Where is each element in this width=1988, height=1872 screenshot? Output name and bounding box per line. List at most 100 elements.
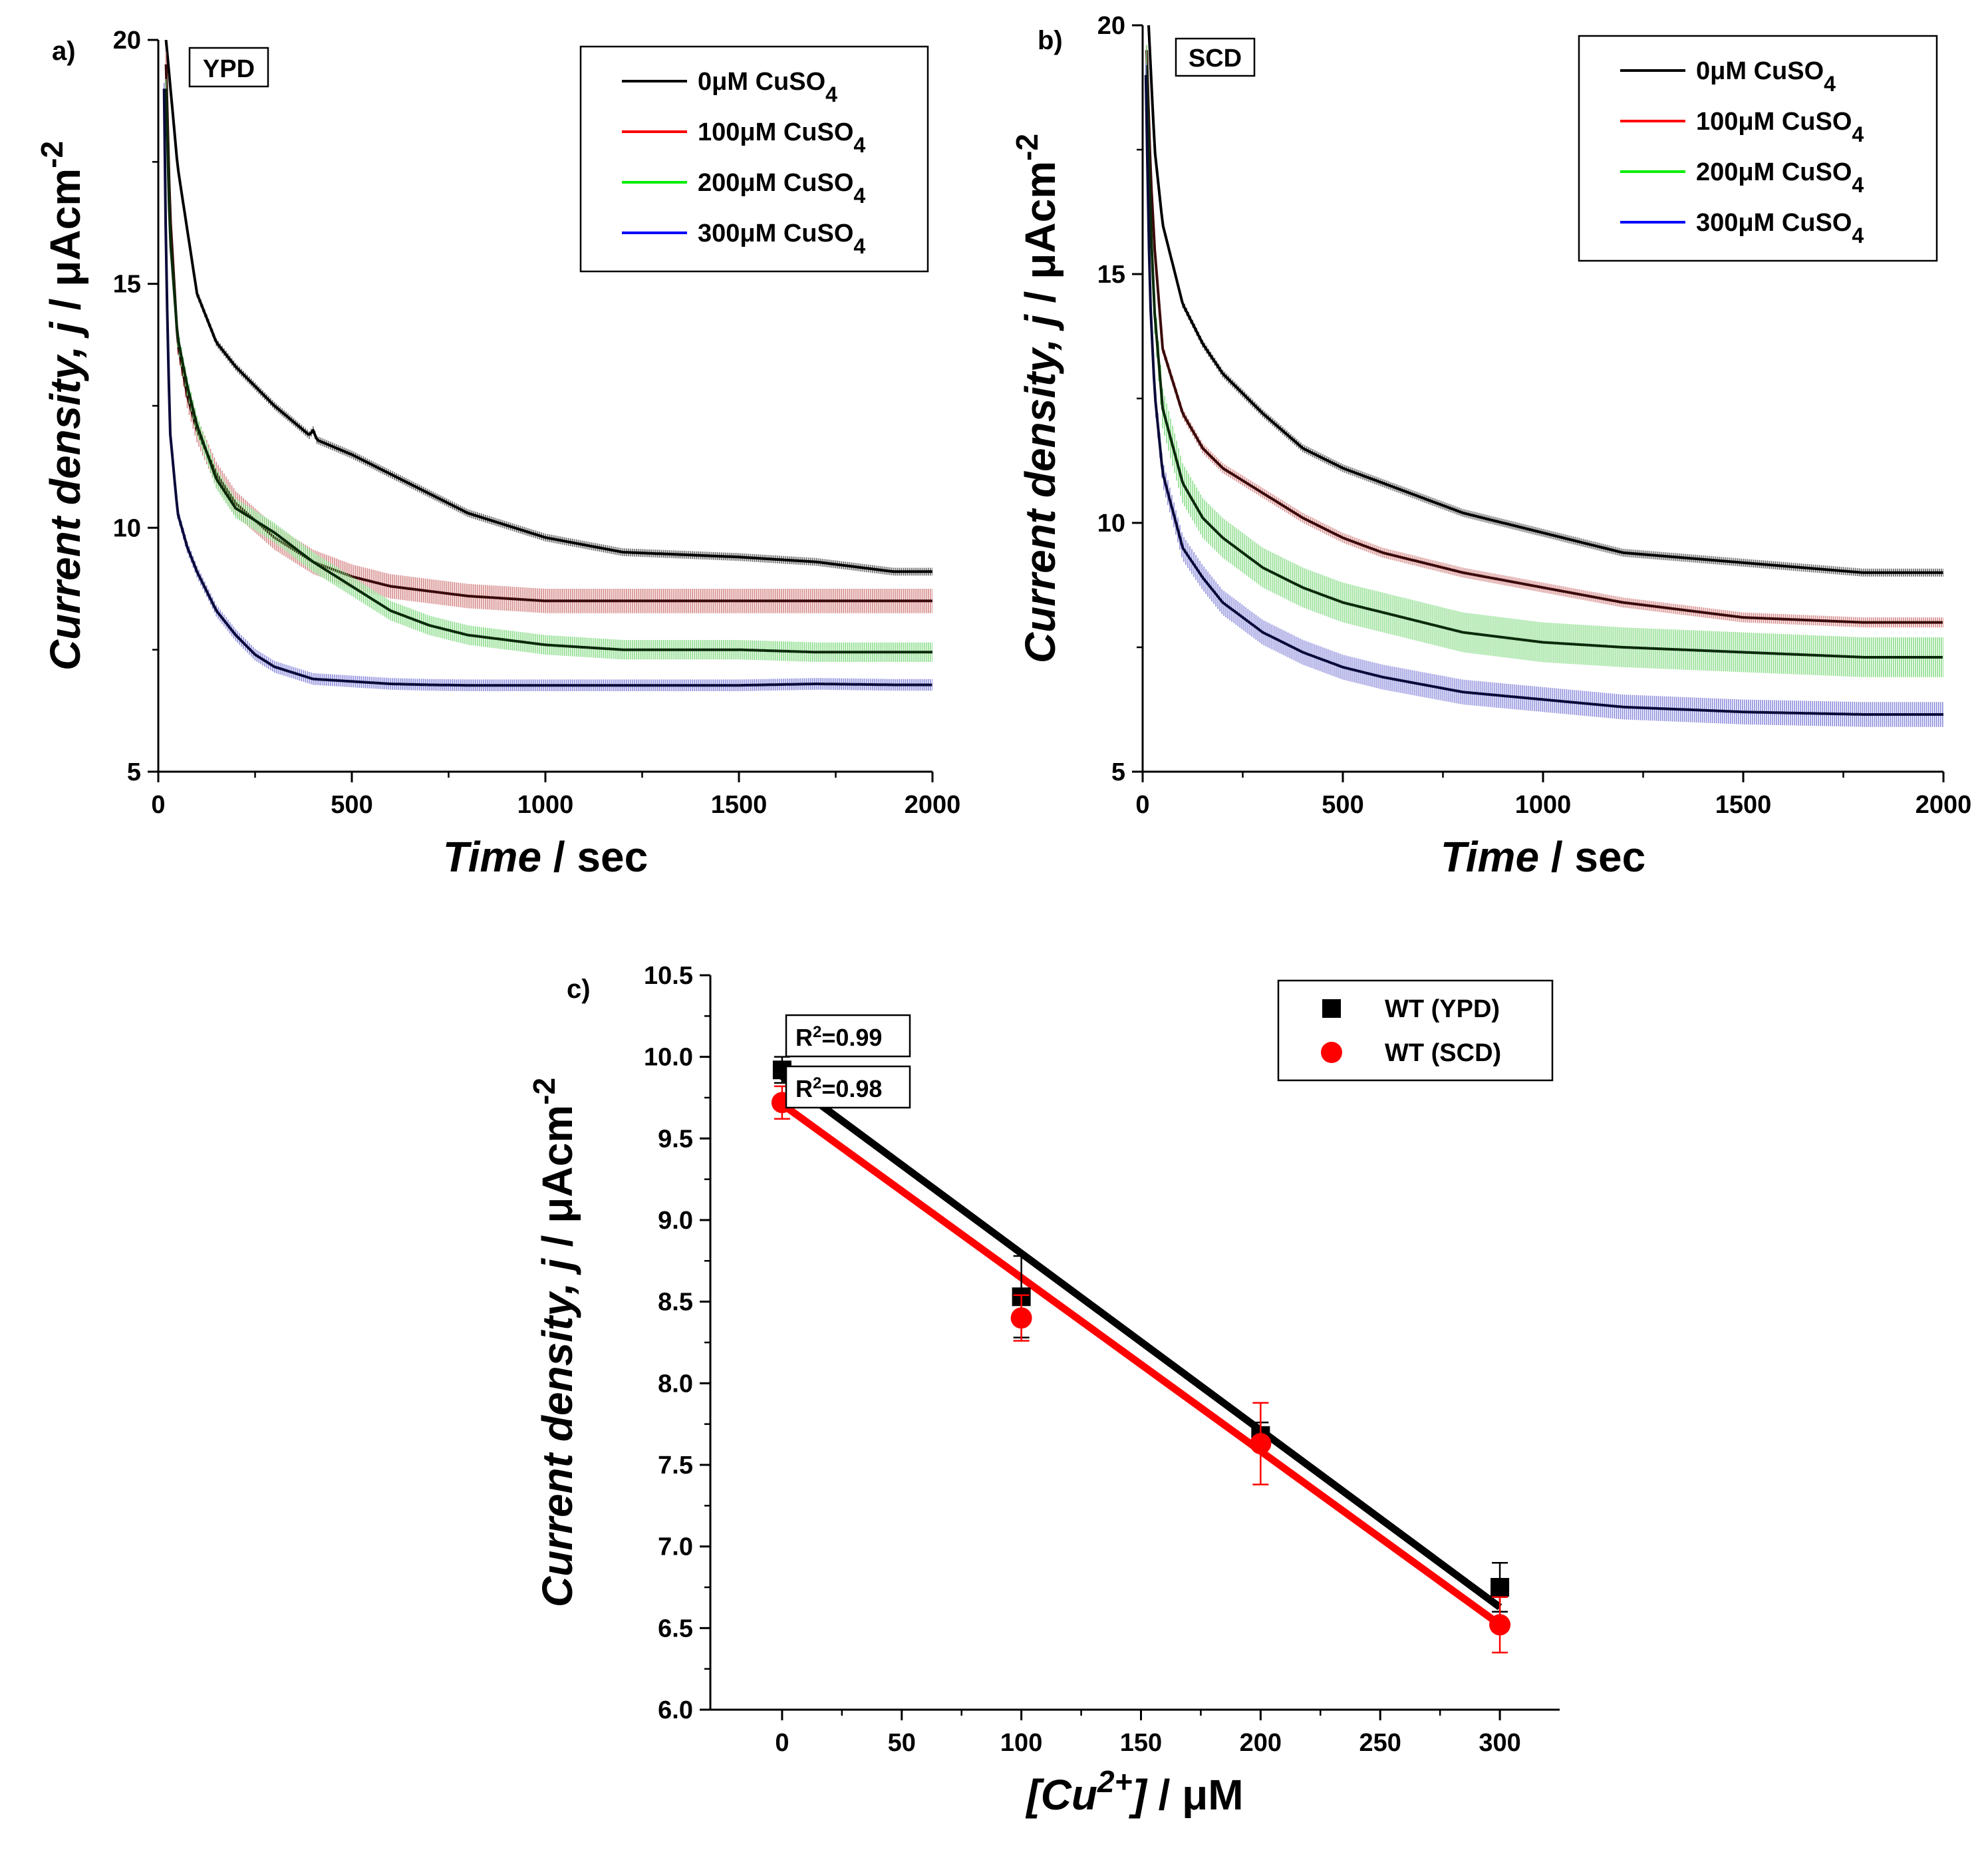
x-tick-label: 2000: [1916, 791, 1972, 819]
legend-label: 100μM CuSO4: [698, 118, 865, 157]
series-line: [1147, 25, 1943, 574]
y-tick-label: 5: [1111, 758, 1125, 786]
data-point: [1491, 1578, 1510, 1597]
x-tick-label: 2000: [905, 791, 961, 819]
y-tick-label: 9.5: [658, 1125, 693, 1153]
legend-label-subscript: 4: [1852, 122, 1864, 146]
series-0: [164, 40, 932, 576]
r-squared-label: R2=0.98: [795, 1074, 882, 1103]
series-line: [1145, 50, 1943, 624]
series-line: [164, 88, 932, 654]
medium-label: YPD: [203, 55, 255, 83]
legend-label-subscript: 4: [853, 133, 865, 157]
legend-label-subscript: 4: [853, 184, 865, 208]
x-tick-label: 1000: [1515, 791, 1572, 819]
y-axis-title: Current density, j / μAcm-2: [527, 1078, 581, 1607]
panel-label: c): [567, 975, 591, 1004]
legend-item: WT (YPD): [1322, 995, 1500, 1023]
legend-item: 0μM CuSO4: [1620, 57, 1836, 96]
y-tick-label: 20: [113, 27, 141, 55]
legend-item: 300μM CuSO4: [1620, 209, 1864, 247]
series-3: [162, 82, 932, 691]
data-point: [1010, 1307, 1032, 1329]
y-tick-label: 20: [1097, 12, 1125, 40]
medium-label: SCD: [1189, 45, 1242, 73]
legend-label-text: 200μM CuSO: [698, 169, 853, 197]
x-tick-label: 0: [151, 791, 165, 819]
r-squared-prefix: R: [795, 1075, 813, 1102]
legend-label-text: 300μM CuSO: [698, 220, 853, 247]
legend: WT (YPD) WT (SCD): [1277, 979, 1554, 1082]
x-axis-title: Time / sec: [1441, 833, 1645, 881]
x-tick-label: 50: [888, 1729, 916, 1757]
series-3: [1144, 63, 1943, 727]
panel-c-linear-fit-chart: 0 50 100 150 200 250 300 6.0 6.5 7.0 7.5 8.0 8.5 9.0 9…: [527, 962, 1560, 1819]
x-axis-title-italic: Time: [443, 833, 541, 881]
fit-line-0: [780, 1073, 1502, 1611]
y-tick-label: 8.5: [658, 1289, 693, 1317]
y-axis-title: Current density, j / μAcm-2: [35, 141, 89, 671]
plot-area: [162, 40, 932, 691]
x-tick-label: 1500: [1715, 791, 1772, 819]
x-axis-title-superscript: 2+: [1097, 1764, 1132, 1799]
legend-label: 0μM CuSO4: [1696, 57, 1836, 96]
x-tick-label: 1500: [711, 791, 768, 819]
y-axis-title-superscript: -2: [527, 1078, 561, 1105]
y-axis-title-unit: / μAcm: [533, 1105, 581, 1259]
legend-item: 300μM CuSO4: [622, 220, 865, 258]
series-2: [164, 78, 932, 662]
y-axis-title-italic: Current density, j: [41, 321, 89, 671]
x-axis-title-italic: [Cu: [1025, 1771, 1097, 1819]
legend-label: 300μM CuSO4: [1696, 209, 1864, 247]
x-tick-label: 500: [331, 791, 372, 819]
panel-label: a): [52, 37, 76, 66]
series-line: [162, 88, 932, 687]
legend-label: WT (YPD): [1385, 995, 1500, 1023]
y-axis-title-superscript: -2: [35, 141, 69, 168]
x-axis-title-unit: / sec: [1539, 833, 1645, 881]
legend-label-text: 100μM CuSO: [1696, 108, 1852, 136]
r-squared-label: R2=0.99: [795, 1023, 882, 1052]
data-point: [1489, 1614, 1511, 1636]
y-tick-label: 10: [1097, 510, 1125, 538]
series-0: [1147, 25, 1943, 577]
legend-marker: [1321, 1042, 1342, 1063]
series-line: [164, 40, 932, 573]
y-axis-title-unit: / μAcm: [41, 168, 89, 322]
y-tick-label: 6.0: [658, 1696, 693, 1724]
x-tick-label: 1000: [517, 791, 574, 819]
legend-item: WT (SCD): [1321, 1039, 1501, 1067]
y-tick-label: 5: [127, 758, 141, 786]
x-tick-label: 500: [1322, 791, 1363, 819]
legend-label-text: 300μM CuSO: [1696, 209, 1852, 237]
x-tick-label: 0: [775, 1729, 789, 1757]
legend-label: 200μM CuSO4: [1696, 158, 1864, 197]
y-axis-title-unit: / μAcm: [1016, 161, 1064, 315]
legend-item: 0μM CuSO4: [622, 68, 837, 106]
legend-label-subscript: 4: [1852, 173, 1864, 197]
y-axis-title-superscript: -2: [1010, 134, 1044, 161]
y-tick-label: 8.0: [658, 1370, 693, 1398]
y-tick-label: 15: [113, 271, 141, 299]
legend-marker: [1322, 999, 1341, 1018]
x-axis-title: Time / sec: [443, 833, 648, 881]
y-tick-label: 10: [113, 514, 141, 542]
legend-label-subscript: 4: [1824, 72, 1836, 96]
y-axis-title: Current density, j / μAcm-2: [1010, 134, 1064, 663]
panel-a-ypd-chart: 0 500 1000 1500 2000 5 10 15 20 Time / sec Current…: [35, 27, 960, 881]
y-tick-label: 15: [1097, 261, 1125, 289]
plot-area: [1144, 25, 1943, 727]
fit-line-1: [780, 1101, 1502, 1628]
panel-b-scd-chart: 0 500 1000 1500 2000 5 10 15 20 Time / sec Current…: [1010, 12, 1971, 881]
r-squared-superscript: 2: [813, 1023, 821, 1041]
data-point: [1250, 1433, 1272, 1455]
legend-item: 200μM CuSO4: [622, 169, 865, 208]
r-squared-value: =0.98: [821, 1075, 882, 1102]
legend-label-text: 0μM CuSO: [698, 68, 825, 96]
legend-label: WT (SCD): [1385, 1039, 1501, 1067]
series-2: [1145, 45, 1943, 677]
x-tick-label: 200: [1240, 1729, 1282, 1757]
legend-box: [1277, 979, 1554, 1082]
x-tick-label: 250: [1359, 1729, 1401, 1757]
